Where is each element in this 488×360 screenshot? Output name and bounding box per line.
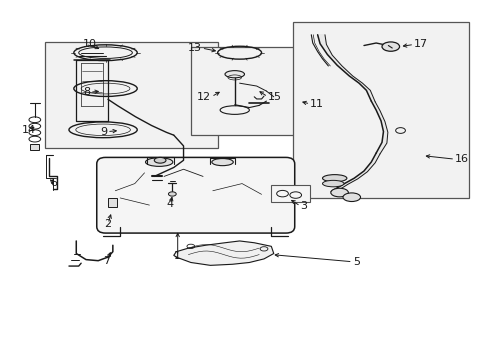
Text: 17: 17 xyxy=(413,40,427,49)
Ellipse shape xyxy=(224,71,244,78)
Polygon shape xyxy=(330,153,379,192)
Bar xyxy=(44,42,217,148)
Text: 3: 3 xyxy=(300,201,307,211)
Ellipse shape xyxy=(381,42,399,51)
Text: 7: 7 xyxy=(103,256,110,266)
Text: 6: 6 xyxy=(50,178,57,188)
Text: 9: 9 xyxy=(100,127,107,136)
Bar xyxy=(30,144,39,149)
Text: 12: 12 xyxy=(197,92,211,102)
Ellipse shape xyxy=(330,188,347,197)
Text: 13: 13 xyxy=(187,43,201,53)
Bar xyxy=(108,198,117,207)
Text: 4: 4 xyxy=(166,199,174,210)
Ellipse shape xyxy=(154,157,165,163)
Bar xyxy=(271,185,310,202)
Text: 16: 16 xyxy=(454,154,468,164)
Polygon shape xyxy=(370,101,387,154)
FancyBboxPatch shape xyxy=(97,157,294,233)
Ellipse shape xyxy=(211,158,233,166)
Text: 8: 8 xyxy=(82,87,90,97)
Text: 15: 15 xyxy=(267,92,281,102)
Ellipse shape xyxy=(322,180,343,187)
Polygon shape xyxy=(317,35,374,102)
Text: 10: 10 xyxy=(83,40,97,49)
Polygon shape xyxy=(173,241,273,265)
Ellipse shape xyxy=(322,175,346,182)
Bar xyxy=(190,47,312,135)
Ellipse shape xyxy=(342,193,360,202)
Text: 11: 11 xyxy=(310,99,324,109)
Ellipse shape xyxy=(168,192,176,196)
Text: 2: 2 xyxy=(104,219,111,229)
Bar xyxy=(293,22,468,198)
Text: 1: 1 xyxy=(174,251,181,261)
Text: 5: 5 xyxy=(352,257,359,267)
Text: 14: 14 xyxy=(22,125,36,135)
Ellipse shape xyxy=(145,158,172,166)
